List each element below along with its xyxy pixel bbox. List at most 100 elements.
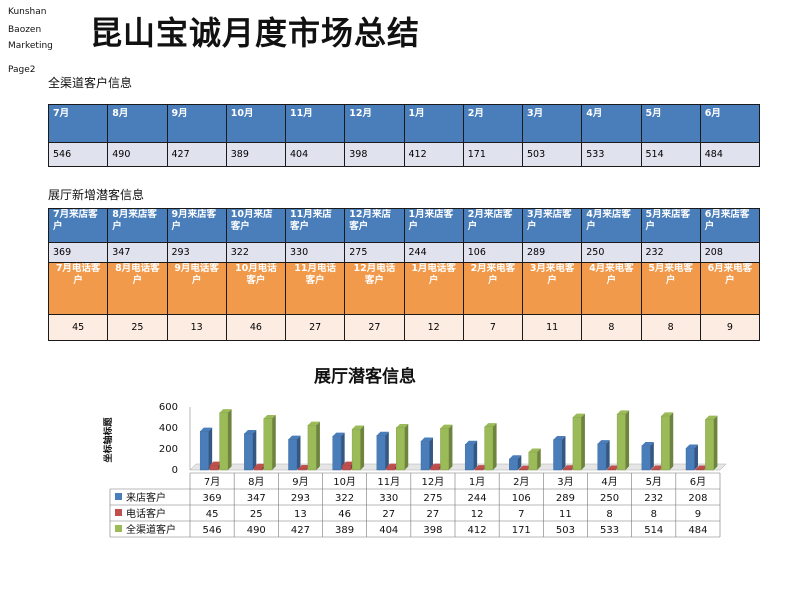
bar-phone — [430, 466, 440, 471]
bar-all-channel — [484, 426, 494, 471]
bar-visit — [244, 433, 253, 471]
bar-all-channel — [351, 428, 361, 471]
bar-side — [492, 423, 497, 470]
phone-value-cell: 25 — [107, 314, 168, 341]
section-title-all-channel: 全渠道客户信息 — [48, 76, 133, 90]
bar-side — [316, 421, 320, 470]
x-category-label: 5月 — [646, 476, 662, 488]
bar-visit — [288, 439, 298, 471]
month-header-cell: 1月 — [403, 104, 464, 143]
bar-top — [705, 415, 718, 420]
data-table-value: 293 — [291, 493, 310, 504]
data-table-value: 389 — [335, 525, 354, 536]
data-table-value: 11 — [559, 509, 572, 520]
bar-side — [429, 437, 433, 470]
y-tick-label: 600 — [159, 402, 178, 413]
visit-value-cell: 330 — [284, 242, 346, 263]
bar-all-channel — [572, 416, 582, 471]
visit-header-cell: 2月来店客户 — [462, 208, 524, 243]
visit-header-cell: 11月来店客户 — [284, 208, 346, 243]
legend-swatch — [115, 525, 122, 532]
bar-side — [341, 432, 345, 470]
data-table-value: 514 — [644, 525, 663, 536]
bar-side — [252, 429, 257, 470]
data-table-value: 275 — [423, 493, 442, 504]
data-table-value: 412 — [468, 525, 487, 536]
bar-side — [606, 440, 610, 470]
phone-value-cell: 27 — [284, 314, 346, 341]
bar-phone — [253, 467, 263, 471]
x-category-label: 3月 — [557, 476, 573, 488]
legend-label: 来店客户 — [126, 491, 166, 504]
bar-top — [219, 409, 232, 413]
data-table-value: 250 — [600, 493, 619, 504]
visit-value-cell: 232 — [640, 242, 701, 263]
chart-floor — [189, 463, 727, 471]
all-channel-value-cell: 404 — [284, 142, 346, 167]
bar-phone — [518, 469, 528, 471]
phone-header-cell: 4月来电客户 — [581, 262, 642, 315]
bar-side — [227, 409, 232, 470]
bar-phone — [209, 465, 219, 471]
all-channel-value-cell: 490 — [107, 142, 168, 167]
bar-side — [694, 444, 698, 470]
bar-top — [661, 412, 674, 417]
visit-value-cell: 106 — [462, 242, 524, 263]
bar-side — [272, 414, 276, 470]
bar-top — [254, 463, 267, 468]
data-table-value: 503 — [556, 525, 575, 536]
legend-label: 全渠道客户 — [126, 523, 176, 536]
visit-header-cell: 7月来店客户 — [47, 208, 109, 243]
phone-value-cell: 11 — [521, 314, 583, 341]
bar-side — [517, 455, 522, 470]
visit-value-cell: 275 — [344, 242, 405, 263]
chart-title: 展厅潜客信息 — [314, 366, 416, 387]
data-table-value: 289 — [556, 493, 575, 504]
bar-top — [651, 465, 664, 470]
bar-top — [440, 424, 453, 429]
bar-top — [298, 465, 311, 469]
y-tick-label: 400 — [159, 423, 178, 434]
phone-header-cell: 7月电话客户 — [47, 262, 109, 315]
visit-value-cell: 369 — [47, 242, 109, 263]
y-axis-title: 坐标轴标题 — [102, 417, 114, 463]
data-table-value: 330 — [379, 493, 398, 504]
all-channel-value-cell: 171 — [462, 142, 524, 167]
x-category-label: 1月 — [469, 476, 485, 488]
month-header-cell: 4月 — [581, 104, 642, 143]
brand-line-1: Kunshan — [8, 7, 47, 17]
phone-value-cell: 8 — [640, 314, 701, 341]
phone-header-cell: 6月来电客户 — [699, 262, 761, 315]
visit-header-cell: 6月来店客户 — [699, 208, 761, 243]
bar-top — [597, 440, 610, 444]
bar-top — [572, 413, 585, 418]
visit-header-cell: 3月来店客户 — [521, 208, 583, 243]
data-table-value: 12 — [471, 509, 484, 520]
bar-top — [420, 437, 433, 442]
data-table-value: 533 — [600, 525, 619, 536]
bar-top — [288, 435, 301, 440]
bar-top — [685, 444, 698, 449]
bar-visit — [464, 444, 474, 471]
phone-value-cell: 13 — [166, 314, 227, 341]
y-tick-label: 200 — [159, 444, 178, 455]
bar-phone — [651, 468, 661, 471]
brand-line-2: Baozen — [8, 25, 42, 35]
bar-top — [509, 455, 522, 459]
data-table-value: 232 — [644, 493, 663, 504]
bar-side — [448, 424, 453, 470]
bar-top — [263, 414, 276, 419]
bar-top — [200, 427, 213, 432]
data-table-value: 7 — [518, 509, 524, 520]
data-table-value: 427 — [291, 525, 310, 536]
bar-all-channel — [616, 413, 626, 471]
x-category-label: 11月 — [377, 476, 400, 488]
bar-top — [342, 461, 355, 466]
data-table-value: 322 — [335, 493, 354, 504]
bar-visit — [509, 458, 518, 471]
all-channel-value-cell: 427 — [166, 142, 227, 167]
month-header-cell: 9月 — [166, 104, 227, 143]
x-category-label: 9月 — [292, 476, 308, 488]
phone-header-cell: 5月来电客户 — [640, 262, 701, 315]
